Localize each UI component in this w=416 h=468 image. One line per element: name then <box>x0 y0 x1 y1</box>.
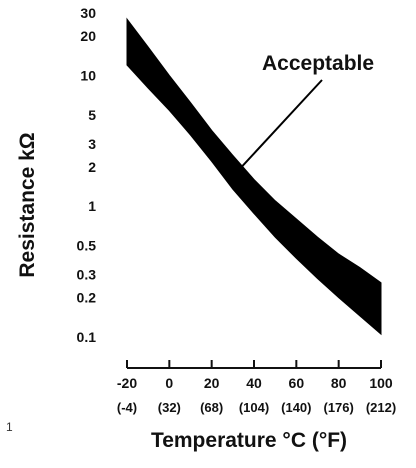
annotation-arrowhead <box>232 164 244 177</box>
y-axis-title: Resistance kΩ <box>16 132 39 277</box>
annotation-layer: Acceptable <box>232 52 374 177</box>
x-tick-label-celsius: 80 <box>331 375 347 391</box>
y-tick-label: 20 <box>80 28 96 44</box>
x-tick-label-fahrenheit: (-4) <box>117 400 137 415</box>
y-tick-label: 0.5 <box>77 238 97 254</box>
x-tick-label-fahrenheit: (68) <box>200 400 223 415</box>
x-tick-label-celsius: 0 <box>165 375 173 391</box>
y-tick-label: 0.1 <box>77 329 97 345</box>
y-tick-label: 1 <box>88 198 96 214</box>
x-tick-label-fahrenheit: (176) <box>323 400 353 415</box>
x-tick-label-celsius: 20 <box>204 375 220 391</box>
y-tick-label: 10 <box>80 67 96 83</box>
annotation-arrow-line <box>236 79 323 173</box>
x-axis: -20 (-4) 0 (32) 20 (68) 40 (104) 60 (140) 80 (176) 1… <box>117 360 396 415</box>
y-tick-label: 3 <box>88 136 96 152</box>
acceptable-band <box>126 17 382 336</box>
x-tick-label-celsius: 60 <box>289 375 305 391</box>
y-tick-label: 0.3 <box>77 267 97 283</box>
x-tick-label-celsius: -20 <box>117 375 137 391</box>
y-tick-label: 0.2 <box>77 290 97 306</box>
y-tick-label: 30 <box>80 5 96 21</box>
x-axis-title: Temperature °C (°F) <box>151 429 347 452</box>
annotation-label: Acceptable <box>262 52 374 75</box>
x-tick-label-fahrenheit: (140) <box>281 400 311 415</box>
x-tick-label-celsius: 40 <box>246 375 262 391</box>
y-tick-label: 5 <box>88 107 96 123</box>
x-tick-label-fahrenheit: (212) <box>366 400 396 415</box>
x-tick-label-fahrenheit: (32) <box>158 400 181 415</box>
acceptable-band-layer <box>126 17 382 336</box>
x-tick-label-celsius: 100 <box>369 375 393 391</box>
y-tick-label: 2 <box>88 159 96 175</box>
x-tick-label-fahrenheit: (104) <box>239 400 269 415</box>
stray-mark: 1 <box>6 420 13 434</box>
y-axis: 30 20 10 5 3 2 1 0.5 0.3 0.2 0.1 <box>77 5 97 345</box>
